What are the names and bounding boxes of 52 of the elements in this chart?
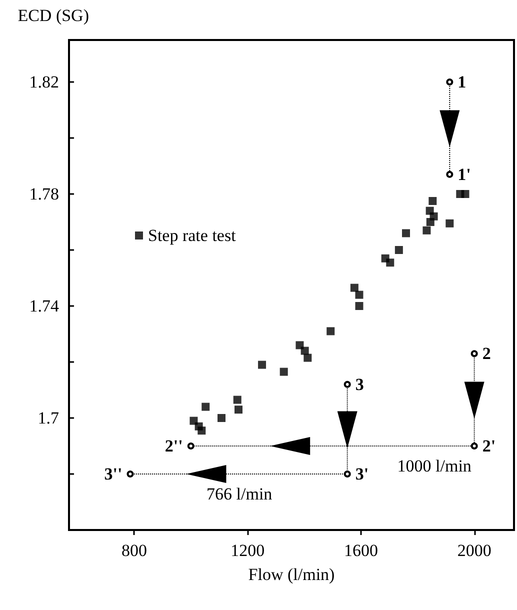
point	[304, 354, 312, 362]
legend-label: Step rate test	[148, 226, 236, 245]
point	[233, 396, 242, 404]
point	[326, 327, 335, 336]
annotation: 1	[458, 72, 466, 92]
point	[344, 380, 351, 388]
point	[386, 258, 394, 267]
annotation: 3''	[104, 464, 122, 484]
point	[126, 470, 134, 478]
point	[470, 350, 478, 358]
point	[350, 284, 358, 292]
annotation: 2'	[482, 436, 496, 456]
point	[280, 368, 288, 376]
point	[198, 426, 206, 435]
point	[344, 470, 351, 478]
point	[394, 246, 403, 254]
x-tick-label: 1600	[344, 541, 378, 560]
point	[446, 219, 454, 228]
x-tick-label: 800	[121, 541, 147, 560]
y-tick-label: 1.74	[29, 296, 60, 316]
point	[446, 170, 454, 178]
point	[470, 442, 478, 450]
annotation: 2''	[164, 436, 183, 456]
annotation: 3'	[355, 464, 369, 484]
y-tick-label: 1.7	[38, 408, 60, 428]
point	[202, 402, 210, 411]
point	[446, 78, 454, 86]
point	[402, 229, 410, 238]
annotation: 3	[355, 374, 364, 394]
point	[217, 414, 226, 422]
point	[355, 302, 364, 310]
point	[187, 442, 194, 450]
x-tick-label: 1200	[230, 541, 265, 560]
point	[296, 341, 304, 350]
annotation: 1000 l/min	[397, 456, 472, 476]
y-tick-label: 1.82	[29, 72, 59, 92]
point	[461, 190, 470, 198]
x-tick-label: 2000	[457, 541, 492, 560]
point	[355, 290, 364, 299]
point	[300, 346, 309, 355]
point	[428, 197, 437, 205]
x-axis-title: Flow (l/min)	[248, 565, 335, 584]
point	[422, 226, 431, 234]
y-axis-title: ECD (SG)	[18, 6, 89, 25]
annotation: 2	[482, 344, 491, 364]
point	[190, 416, 198, 425]
annotation: 1'	[458, 164, 471, 184]
y-tick-label: 1.78	[29, 184, 59, 204]
point	[258, 360, 266, 369]
point	[234, 406, 242, 414]
annotation: 766 l/min	[206, 484, 273, 504]
point	[426, 218, 434, 226]
